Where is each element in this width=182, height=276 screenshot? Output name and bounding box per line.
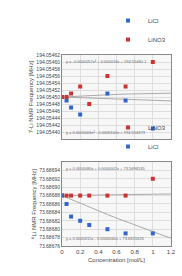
svg-text:0: 0: [60, 249, 64, 255]
svg-text:73.68680: 73.68680: [39, 226, 60, 232]
svg-text:y = -0.0000057x² + 0.000016x +: y = -0.0000057x² + 0.000016x + 194.55460…: [66, 59, 147, 64]
svg-text:73.68694: 73.68694: [39, 167, 60, 173]
svg-text:73.68676: 73.68676: [39, 243, 60, 249]
svg-text:0.8: 0.8: [130, 249, 139, 255]
svg-text:LiNO3: LiNO3: [148, 125, 166, 131]
svg-text:194.05444: 194.05444: [36, 115, 60, 121]
svg-text:73.68690: 73.68690: [39, 184, 60, 190]
svg-text:Concentration [mol/L]: Concentration [mol/L]: [88, 257, 145, 263]
svg-text:194.05448: 194.05448: [36, 101, 60, 107]
svg-text:194.05446: 194.05446: [36, 108, 60, 114]
svg-text:194.05460: 194.05460: [36, 59, 60, 65]
svg-text:73.68692: 73.68692: [39, 176, 60, 182]
svg-text:1.2: 1.2: [167, 249, 176, 255]
svg-text:73.68686: 73.68686: [39, 201, 60, 207]
svg-text:194.05440: 194.05440: [36, 129, 60, 135]
svg-text:0.2: 0.2: [76, 249, 85, 255]
svg-text:1: 1: [151, 249, 155, 255]
svg-text:0.6: 0.6: [112, 249, 121, 255]
svg-text:194.05452: 194.05452: [36, 87, 60, 93]
svg-text:194.05454: 194.05454: [36, 80, 60, 86]
svg-text:194.05462: 194.05462: [36, 52, 60, 58]
svg-text:194.05456: 194.05456: [36, 73, 60, 79]
svg-text:73.68684: 73.68684: [39, 209, 60, 215]
svg-text:73.68678: 73.68678: [39, 234, 60, 240]
svg-text:LiCl: LiCl: [148, 18, 158, 24]
svg-text:0.4: 0.4: [94, 249, 103, 255]
svg-text:y = 0.0000006x² - 0.0000100x +: y = 0.0000006x² - 0.0000100x + 194.55447…: [66, 130, 146, 135]
svg-text:73.68682: 73.68682: [39, 218, 60, 224]
svg-text:73.68688: 73.68688: [39, 192, 60, 198]
svg-text:⁶Li NMR Frequency [MHz]: ⁶Li NMR Frequency [MHz]: [31, 169, 37, 239]
svg-text:y = 0.0000080x + 0.0000002x +: y = 0.0000080x + 0.0000002x + 73.5696535: [66, 166, 145, 171]
svg-text:194.05450: 194.05450: [36, 94, 60, 100]
svg-text:LiNO3: LiNO3: [148, 37, 166, 43]
svg-text:LiCl: LiCl: [148, 144, 158, 150]
svg-text:194.05458: 194.05458: [36, 66, 60, 72]
svg-text:7-Li NMR Frequency [MHz]: 7-Li NMR Frequency [MHz]: [28, 60, 34, 133]
svg-text:y = 0.0000015x - 0.0000040x +: y = 0.0000015x - 0.0000040x + 73.6655626: [66, 236, 144, 241]
svg-text:194.05442: 194.05442: [36, 122, 60, 128]
